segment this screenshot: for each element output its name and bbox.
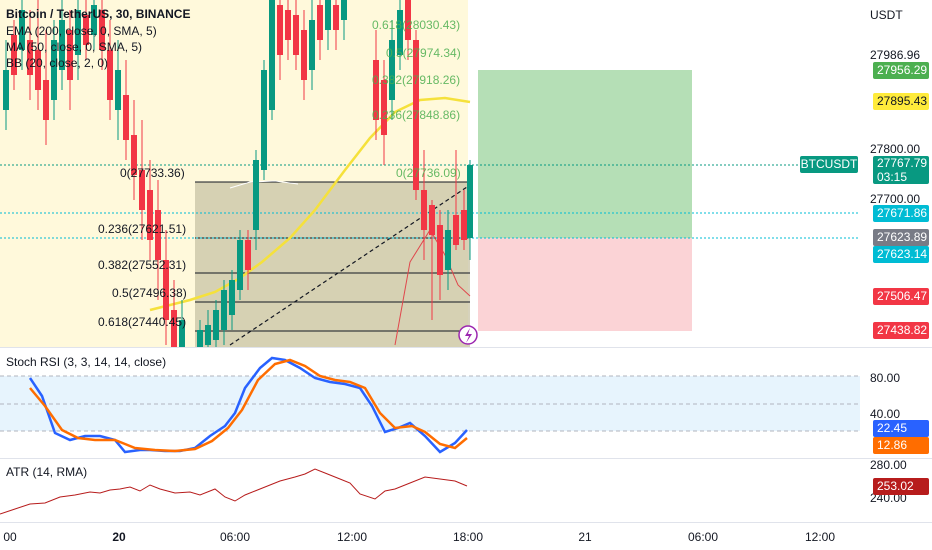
atr-line [0, 468, 468, 515]
pane-separator-2[interactable] [0, 458, 932, 459]
candles [3, 0, 473, 347]
bb-low-price-tag: 27506.47 [873, 288, 929, 305]
time-label-1200a: 12:00 [336, 530, 368, 544]
main-chart-pane[interactable]: Bitcoin / TetherUS, 30, BINANCE EMA (200… [0, 0, 860, 347]
price-tick-1: 27986.96 [870, 48, 921, 62]
currency-label[interactable]: USDT [870, 8, 903, 22]
fib-lower-05: 0.5(27496.38) [112, 286, 187, 300]
atr-tick-280: 280.00 [870, 458, 907, 472]
countdown-timer: 03:15 [877, 170, 908, 184]
time-label-1800: 18:00 [452, 530, 484, 544]
legend-ma[interactable]: MA (50, close, 0, SMA, 5) [6, 40, 143, 54]
time-label-0600a: 06:00 [219, 530, 251, 544]
stoch-tick-80: 80.00 [870, 371, 901, 385]
stoch-tick-40: 40.00 [870, 407, 901, 421]
current-price-tag: 27767.79 03:15 [873, 156, 929, 184]
fib-upper-0: 0(27736.09) [396, 166, 461, 180]
stoch-d-value-tag: 12.86 [873, 437, 929, 454]
stoch-k-value-tag: 22.45 [873, 420, 929, 437]
stoch-k-line [28, 356, 468, 454]
time-label-20: 20 [112, 530, 126, 544]
long-target-zone [478, 70, 692, 238]
fib-lower-0382: 0.382(27552.31) [98, 258, 187, 272]
legend-ema[interactable]: EMA (200, close, 0, SMA, 5) [6, 24, 157, 38]
entry-price-tag: 27623.89 [873, 229, 929, 246]
long-stop-zone [478, 238, 692, 331]
fib-retracement-lower [195, 182, 470, 347]
stoch-rsi-legend[interactable]: Stoch RSI (3, 3, 14, 14, close) [6, 355, 167, 369]
atr-value-tag: 253.02 [873, 478, 929, 495]
time-axis-separator [0, 522, 932, 523]
time-label-00: 00 [3, 530, 17, 544]
price-tick-2: 27800.00 [870, 142, 921, 156]
stoch-d-line [29, 358, 468, 453]
stoch-rsi-pane[interactable]: Stoch RSI (3, 3, 14, 14, close) [0, 348, 860, 458]
time-label-21: 21 [578, 530, 592, 544]
current-price-value: 27767.79 [877, 156, 928, 170]
atr-svg [0, 468, 468, 515]
price-tick-3: 27700.00 [870, 192, 921, 206]
level-price-tag-2: 27623.14 [873, 246, 929, 263]
price-chart-svg[interactable] [0, 0, 860, 347]
target-price-tag: 27956.29 [873, 62, 929, 79]
time-label-1200b: 12:00 [804, 530, 836, 544]
stop-price-tag: 27438.82 [873, 322, 929, 339]
fib-lower-0236: 0.236(27621.51) [98, 222, 187, 236]
symbol-tag: BTCUSDT [800, 156, 858, 173]
price-axis[interactable]: USDT 27986.96 27800.00 27700.00 [860, 0, 932, 347]
time-label-0600b: 06:00 [687, 530, 719, 544]
legend-bb[interactable]: BB (20, close, 2, 0) [6, 56, 109, 70]
chart-legend-title[interactable]: Bitcoin / TetherUS, 30, BINANCE [6, 7, 191, 21]
ema-price-tag: 27895.43 [873, 93, 929, 110]
stoch-rsi-svg [0, 356, 860, 454]
fib-upper-0236: 0.236(27848.86) [372, 108, 461, 122]
fib-upper-05: 0.5(27974.34) [386, 46, 461, 60]
pane-separator-1[interactable] [0, 347, 932, 348]
atr-legend[interactable]: ATR (14, RMA) [6, 465, 88, 479]
fib-lower-0618: 0.618(27440.45) [98, 315, 187, 329]
fib-lower-0: 0(27733.36) [120, 166, 185, 180]
atr-pane[interactable]: ATR (14, RMA) [0, 459, 860, 522]
level-price-tag-1: 27671.86 [873, 205, 929, 222]
ma-line [149, 96, 471, 312]
fib-upper-0618: 0.618(28030.43) [372, 18, 461, 32]
fib-upper-0382: 0.382(27918.26) [372, 73, 461, 87]
